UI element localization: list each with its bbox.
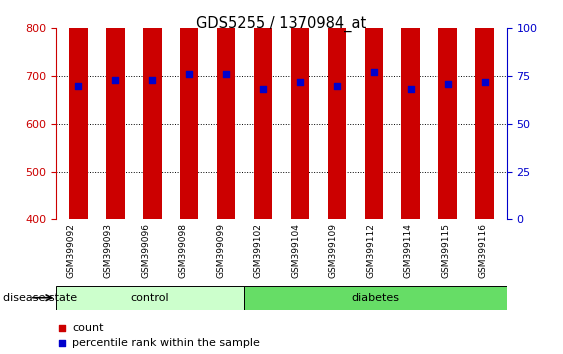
Text: control: control xyxy=(131,293,169,303)
Point xyxy=(296,79,305,85)
Text: GSM399099: GSM399099 xyxy=(216,223,225,278)
Bar xyxy=(401,0,420,219)
Point xyxy=(74,83,83,88)
Bar xyxy=(244,286,507,310)
Text: diabetes: diabetes xyxy=(351,293,399,303)
Bar xyxy=(106,0,124,219)
Text: GSM399093: GSM399093 xyxy=(104,223,113,278)
Bar xyxy=(254,0,272,219)
Text: GSM399102: GSM399102 xyxy=(254,223,263,278)
Bar xyxy=(56,286,244,310)
Bar xyxy=(439,0,457,219)
Text: GSM399116: GSM399116 xyxy=(479,223,488,278)
Point xyxy=(111,77,120,83)
Bar xyxy=(69,0,88,219)
Point xyxy=(57,341,66,346)
Point xyxy=(480,79,489,85)
Point xyxy=(443,81,452,87)
Point xyxy=(258,87,267,92)
Point xyxy=(406,87,415,92)
Text: GSM399114: GSM399114 xyxy=(404,223,413,278)
Point xyxy=(369,69,378,75)
Text: GSM399096: GSM399096 xyxy=(141,223,150,278)
Point xyxy=(148,77,157,83)
Bar xyxy=(143,0,162,219)
Text: GSM399092: GSM399092 xyxy=(66,223,75,278)
Bar xyxy=(328,0,346,219)
Text: GSM399104: GSM399104 xyxy=(291,223,300,278)
Point xyxy=(222,72,231,77)
Bar xyxy=(365,0,383,219)
Text: GSM399112: GSM399112 xyxy=(367,223,376,278)
Bar xyxy=(180,0,198,219)
Text: count: count xyxy=(72,322,104,332)
Text: GSM399098: GSM399098 xyxy=(178,223,187,278)
Bar xyxy=(291,0,309,219)
Text: GDS5255 / 1370984_at: GDS5255 / 1370984_at xyxy=(196,16,367,32)
Text: disease state: disease state xyxy=(3,293,77,303)
Text: GSM399109: GSM399109 xyxy=(329,223,338,278)
Bar xyxy=(475,0,494,219)
Text: percentile rank within the sample: percentile rank within the sample xyxy=(72,338,260,348)
Bar xyxy=(217,0,235,219)
Text: GSM399115: GSM399115 xyxy=(441,223,450,278)
Point xyxy=(57,325,66,330)
Point xyxy=(185,72,194,77)
Point xyxy=(332,83,341,88)
